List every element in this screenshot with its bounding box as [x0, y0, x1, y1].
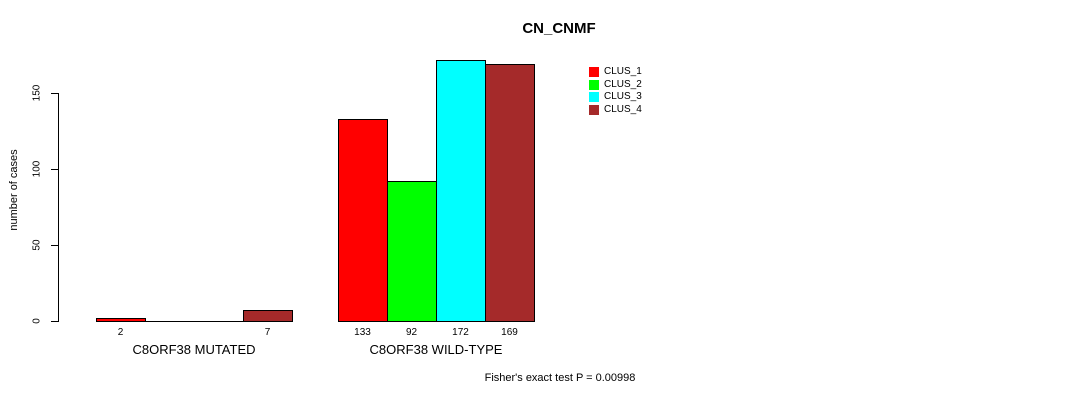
- y-axis-label: number of cases: [8, 149, 20, 231]
- y-axis-line: [58, 93, 59, 322]
- bar-value-label: 7: [264, 327, 271, 338]
- legend-swatch-clus_2: [589, 79, 599, 90]
- legend-label: CLUS_3: [604, 91, 642, 103]
- bar-value-label: 169: [501, 327, 518, 338]
- group-baseline: [96, 321, 293, 322]
- y-axis-tick-label: 100: [31, 160, 43, 178]
- legend-swatch-clus_1: [589, 67, 599, 77]
- fisher-test-annotation: Fisher's exact test P = 0.00998: [484, 372, 636, 384]
- group-label-mutated: C8ORF38 MUTATED: [132, 342, 256, 357]
- bar-clus_4-group1: [485, 64, 535, 322]
- bar-clus_2-group1: [387, 181, 437, 322]
- chart-title: CN_CNMF: [522, 20, 596, 37]
- y-axis-tick-label: 0: [31, 318, 43, 324]
- y-axis-tick: [51, 169, 58, 170]
- y-axis-tick: [51, 93, 58, 94]
- y-axis-tick: [51, 321, 58, 322]
- legend-label: CLUS_2: [604, 78, 642, 90]
- legend-label: CLUS_1: [604, 66, 642, 77]
- bar-value-label: 172: [452, 327, 469, 338]
- legend-swatch-clus_4: [589, 104, 599, 115]
- bar-clus_1-group0: [96, 318, 146, 322]
- y-axis-tick: [51, 245, 58, 246]
- y-axis-tick-label: 150: [31, 84, 43, 102]
- y-axis-tick-label: 50: [31, 239, 43, 251]
- legend-label: CLUS_4: [604, 103, 642, 115]
- group-label-wild-type: C8ORF38 WILD-TYPE: [369, 342, 503, 357]
- bar-clus_1-group1: [338, 119, 388, 322]
- legend-swatch-clus_3: [589, 92, 599, 103]
- bar-clus_4-group0: [243, 310, 293, 322]
- bar-value-label: 92: [405, 327, 418, 338]
- bar-value-label: 133: [354, 327, 371, 338]
- bar-clus_3-group1: [436, 60, 486, 322]
- bar-value-label: 2: [117, 327, 124, 338]
